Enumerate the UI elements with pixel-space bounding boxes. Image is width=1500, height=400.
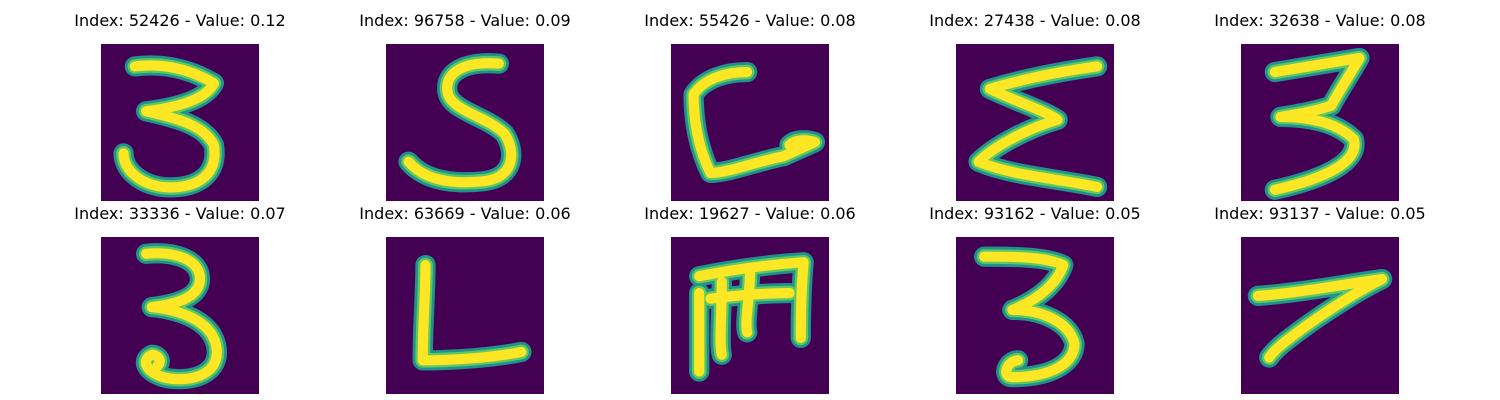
glyph-stroke — [688, 66, 820, 179]
panel-title: Index: 27438 - Value: 0.08 — [929, 11, 1141, 30]
glyph-stroke — [694, 257, 809, 377]
glyph-stroke — [417, 259, 527, 366]
panel-title: Index: 32638 - Value: 0.08 — [1214, 11, 1426, 30]
digit-image — [101, 237, 259, 394]
image-panel: Index: 93137 - Value: 0.05 — [1195, 203, 1445, 394]
digit-image — [386, 237, 544, 394]
glyph-stroke — [118, 60, 220, 193]
digit-image — [671, 44, 829, 201]
image-panel: Index: 19627 - Value: 0.06 — [625, 203, 875, 394]
image-panel: Index: 55426 - Value: 0.08 — [625, 10, 875, 201]
glyph-stroke — [1269, 52, 1365, 195]
glyph-stroke — [979, 251, 1080, 383]
image-panel: Index: 96758 - Value: 0.09 — [340, 10, 590, 201]
panel-title: Index: 93137 - Value: 0.05 — [1214, 204, 1426, 223]
digit-image — [956, 237, 1114, 394]
digit-image — [956, 44, 1114, 201]
glyph-stroke — [973, 61, 1103, 193]
panel-title: Index: 55426 - Value: 0.08 — [644, 11, 856, 30]
glyph-stroke — [140, 248, 222, 385]
digit-image — [671, 237, 829, 394]
digit-image — [386, 44, 544, 201]
panel-title: Index: 19627 - Value: 0.06 — [644, 204, 856, 223]
digit-image — [101, 44, 259, 201]
panel-title: Index: 96758 - Value: 0.09 — [359, 11, 571, 30]
glyph-stroke — [1252, 274, 1388, 363]
image-panel: Index: 93162 - Value: 0.05 — [910, 203, 1160, 394]
panel-title: Index: 33336 - Value: 0.07 — [74, 204, 286, 223]
digit-image — [1241, 44, 1399, 201]
image-panel: Index: 32638 - Value: 0.08 — [1195, 10, 1445, 201]
digit-image — [1241, 237, 1399, 394]
image-panel: Index: 33336 - Value: 0.07 — [55, 203, 305, 394]
image-panel: Index: 52426 - Value: 0.12 — [55, 10, 305, 201]
panel-title: Index: 52426 - Value: 0.12 — [74, 11, 286, 30]
image-panel: Index: 27438 - Value: 0.08 — [910, 10, 1160, 201]
panel-title: Index: 63669 - Value: 0.06 — [359, 204, 571, 223]
glyph-stroke — [403, 58, 517, 188]
panel-title: Index: 93162 - Value: 0.05 — [929, 204, 1141, 223]
image-panel: Index: 63669 - Value: 0.06 — [340, 203, 590, 394]
